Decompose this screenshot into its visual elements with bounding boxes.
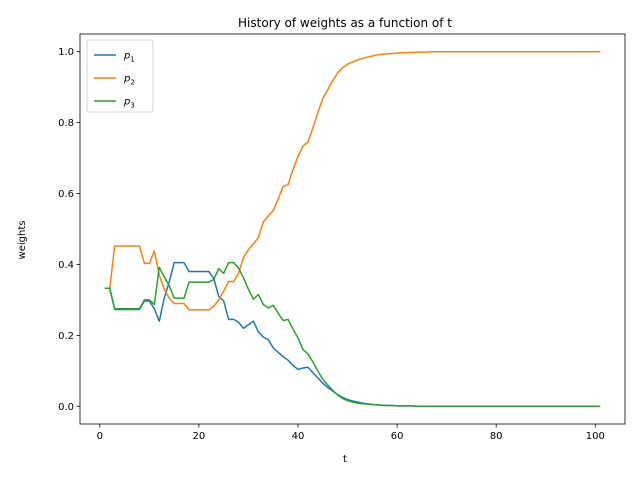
y-axis: 0.0 0.2 0.4 0.6 0.8 1.0	[58, 47, 80, 413]
legend-box	[86, 39, 154, 113]
x-tick-label: 40	[292, 431, 305, 442]
y-axis-label: weights	[17, 221, 28, 260]
series-line-p2	[104, 50, 601, 311]
y-tick-label: 0.8	[58, 118, 74, 129]
y-tick-label: 0.6	[58, 189, 74, 200]
x-tick-label: 60	[391, 431, 404, 442]
legend: p1 p2 p3	[86, 39, 154, 113]
y-tick-label: 0.4	[58, 260, 74, 271]
legend-label-p2: p2	[123, 74, 135, 87]
x-tick-label: 0	[97, 431, 103, 442]
legend-label-p1: p1	[123, 51, 135, 64]
x-tick-label: 100	[586, 431, 605, 442]
x-tick-label: 80	[490, 431, 503, 442]
y-tick-label: 1.0	[58, 47, 74, 58]
x-tick-label: 20	[193, 431, 206, 442]
legend-label-p3: p3	[123, 97, 135, 110]
y-tick-label: 0.2	[58, 331, 74, 342]
x-axis: 0 20 40 60 80 100	[97, 424, 605, 442]
series-layer	[104, 50, 601, 408]
axes-frame	[79, 33, 626, 425]
x-axis-label: t	[343, 454, 347, 465]
y-tick-label: 0.0	[58, 402, 74, 413]
series-line-p3	[104, 261, 601, 408]
chart-title: History of weights as a function of t	[238, 16, 452, 30]
